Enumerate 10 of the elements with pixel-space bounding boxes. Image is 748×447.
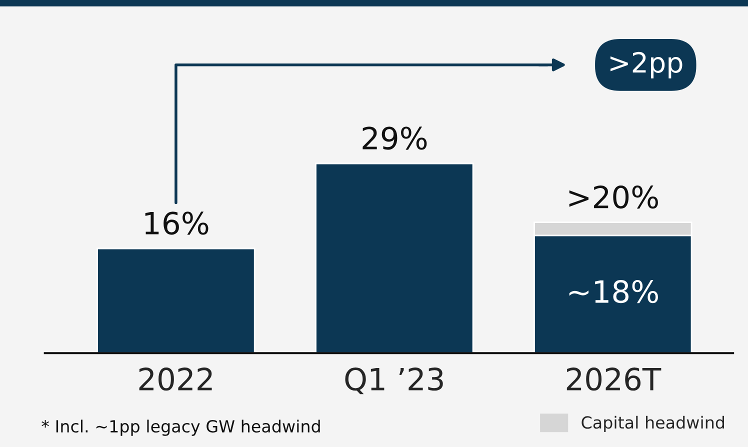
data-label: 16% (145, 212, 208, 235)
data-label: ~18% (569, 280, 658, 304)
x-tick-label: Q1 ’23 (345, 368, 443, 394)
text: >2pp (610, 52, 682, 78)
x-tick-label: 2026T (566, 368, 662, 391)
total-label: >20% (569, 185, 658, 209)
legend-label: Capital headwind (582, 416, 724, 432)
data-label: 29% (362, 126, 427, 150)
text: * Incl. ~1pp legacy GW headwind (42, 420, 320, 436)
x-tick-label: 2022 (139, 368, 212, 391)
